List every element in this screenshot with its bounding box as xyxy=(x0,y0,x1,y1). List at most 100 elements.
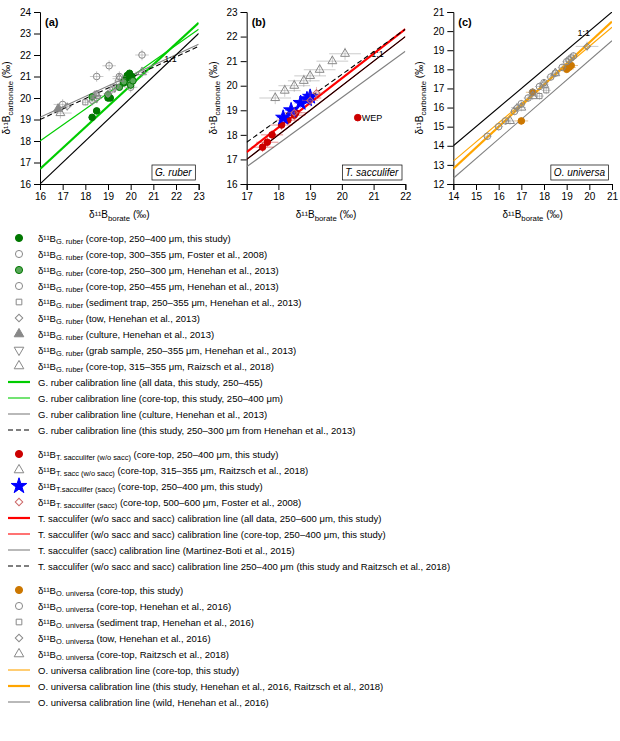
legend-label: δ¹¹BT. sacculifer (sacc) (core-top, 500–… xyxy=(38,497,301,510)
x-tick: 22 xyxy=(400,184,412,202)
y-tick: 15 xyxy=(433,121,453,132)
legend-label: δ¹¹BO. universa (core-top, Henehan et al… xyxy=(38,601,231,614)
text-part-subscript: O. universa xyxy=(56,620,95,629)
legend-line xyxy=(8,429,30,430)
y-tick-label: 18 xyxy=(227,130,239,141)
text-part: δ¹¹B xyxy=(38,249,56,260)
x-tick: 21 xyxy=(369,184,381,202)
text-part: δ¹¹B xyxy=(38,601,56,612)
x-axis-line xyxy=(41,185,200,191)
line xyxy=(453,41,612,179)
point xyxy=(121,79,128,86)
panel: 1718192021221617181920212223δ¹¹Bborate (… xyxy=(208,7,412,223)
text-part: (‰) xyxy=(1,61,12,80)
y-tick-mark xyxy=(34,120,40,121)
y-tick-mark xyxy=(34,55,40,56)
point xyxy=(548,74,555,81)
point xyxy=(341,49,350,57)
line xyxy=(453,12,612,146)
y-tick-mark xyxy=(447,108,453,109)
text-part: δ¹¹B xyxy=(38,633,56,644)
y-axis: 161718192021222324 xyxy=(20,7,41,190)
y-tick-label: 21 xyxy=(227,56,239,67)
legend-label: δ¹¹BO. universa (core-top, this study) xyxy=(38,585,183,598)
text-part: (grab sample, 250–355 μm, Henehan et al.… xyxy=(83,345,296,356)
text-part: δ¹¹B xyxy=(38,617,56,628)
legend-item: δ¹¹BO. universa (tow, Henehan et al., 20… xyxy=(15,633,210,646)
text-part: δ¹¹B xyxy=(38,361,56,372)
text-part-subscript: G. ruber xyxy=(56,236,84,245)
point xyxy=(110,85,119,93)
text-part: δ¹¹B xyxy=(38,497,56,508)
y-axis: 1617181920212223 xyxy=(227,7,248,190)
x-tick: 18 xyxy=(539,184,551,202)
legend-item: δ¹¹BO. universa (core-top, Raitzsch et a… xyxy=(14,648,229,661)
y-tick-mark xyxy=(241,12,247,13)
x-axis-title: δ¹¹Bborate (‰) xyxy=(89,209,149,223)
legend-label: T. sacculifer (sacc) calibration line (M… xyxy=(38,545,295,556)
x-tick: 22 xyxy=(171,184,183,202)
text-part: δ¹¹B xyxy=(38,465,56,476)
legend-label: δ¹¹BG. ruber (tow, Henehan et al., 2013) xyxy=(38,313,200,326)
legend-symbol xyxy=(15,234,22,241)
y-tick-label: 13 xyxy=(433,160,445,171)
text-part: (‰) xyxy=(130,209,149,220)
text-part: (‰) xyxy=(208,61,219,80)
text-part: (‰) xyxy=(414,61,425,80)
legend-symbol xyxy=(15,634,22,641)
legend-label: δ¹¹BT.sacculifer (sacc) (core-top, 250–4… xyxy=(38,481,263,494)
y-tick-mark xyxy=(34,184,40,185)
x-axis-line xyxy=(247,185,406,191)
text-part: (tow, Henehan et al., 2013) xyxy=(83,313,200,324)
text-part-subscript: borate xyxy=(521,214,543,223)
y-tick-mark xyxy=(447,127,453,128)
panel: 1617181920212223161718192021222324δ¹¹Bbo… xyxy=(1,7,205,223)
line xyxy=(453,22,612,169)
x-tick-label: 22 xyxy=(400,191,412,202)
chart-root: 1617181920212223161718192021222324δ¹¹Bbo… xyxy=(0,0,620,741)
legend-line xyxy=(8,413,30,414)
legend-item: δ¹¹BG. ruber (tow, Henehan et al., 2013) xyxy=(15,313,200,326)
y-tick-mark xyxy=(447,146,453,147)
line xyxy=(247,37,406,160)
annotation: 1:1 xyxy=(164,54,177,64)
point xyxy=(290,81,299,89)
point xyxy=(306,71,315,79)
x-tick-mark xyxy=(153,184,154,190)
y-axis: 12131415161718192021 xyxy=(433,7,454,190)
y-axis-line xyxy=(34,13,41,185)
y-tick-mark xyxy=(34,12,40,13)
y-tick-mark xyxy=(447,50,453,51)
legend-item: δ¹¹BG. ruber (core-top, 315–355 μm, Raiz… xyxy=(14,360,274,373)
y-tick: 24 xyxy=(20,7,40,18)
legend-symbol xyxy=(14,328,24,336)
point xyxy=(537,94,542,99)
legend-symbol xyxy=(15,282,22,289)
y-tick-mark xyxy=(34,98,40,99)
text-part: (core-top, this study) xyxy=(94,585,183,596)
legend-label: G. ruber calibration line (this study, 2… xyxy=(38,425,355,436)
legend-symbol xyxy=(14,464,24,472)
plot-area xyxy=(40,23,199,184)
error-bar-y xyxy=(487,132,488,140)
legend-item: δ¹¹BG. ruber (grab sample, 250–355 μm, H… xyxy=(14,345,296,358)
x-tick-label: 14 xyxy=(448,191,460,202)
text-part-subscript: G. ruber xyxy=(56,268,84,277)
legend-line xyxy=(8,533,30,534)
x-tick-label: 17 xyxy=(516,191,528,202)
error-bar-y xyxy=(562,64,563,72)
line xyxy=(247,37,406,160)
y-tick-mark xyxy=(447,165,453,166)
text-part: (sediment trap, 250–355 μm, Henehan et a… xyxy=(83,297,301,308)
point xyxy=(105,90,112,97)
text-part-subscript: T. sacc (w/o sacc) xyxy=(56,468,115,477)
y-tick: 22 xyxy=(20,50,40,61)
legend-symbol xyxy=(15,602,22,609)
y-tick: 19 xyxy=(227,105,247,116)
plot-area xyxy=(247,29,406,167)
legend-item: O. universa calibration line (this study… xyxy=(8,681,383,692)
legend-symbol xyxy=(14,360,24,368)
point xyxy=(269,132,276,139)
y-tick: 23 xyxy=(20,28,40,39)
error-bar-y xyxy=(294,107,295,119)
